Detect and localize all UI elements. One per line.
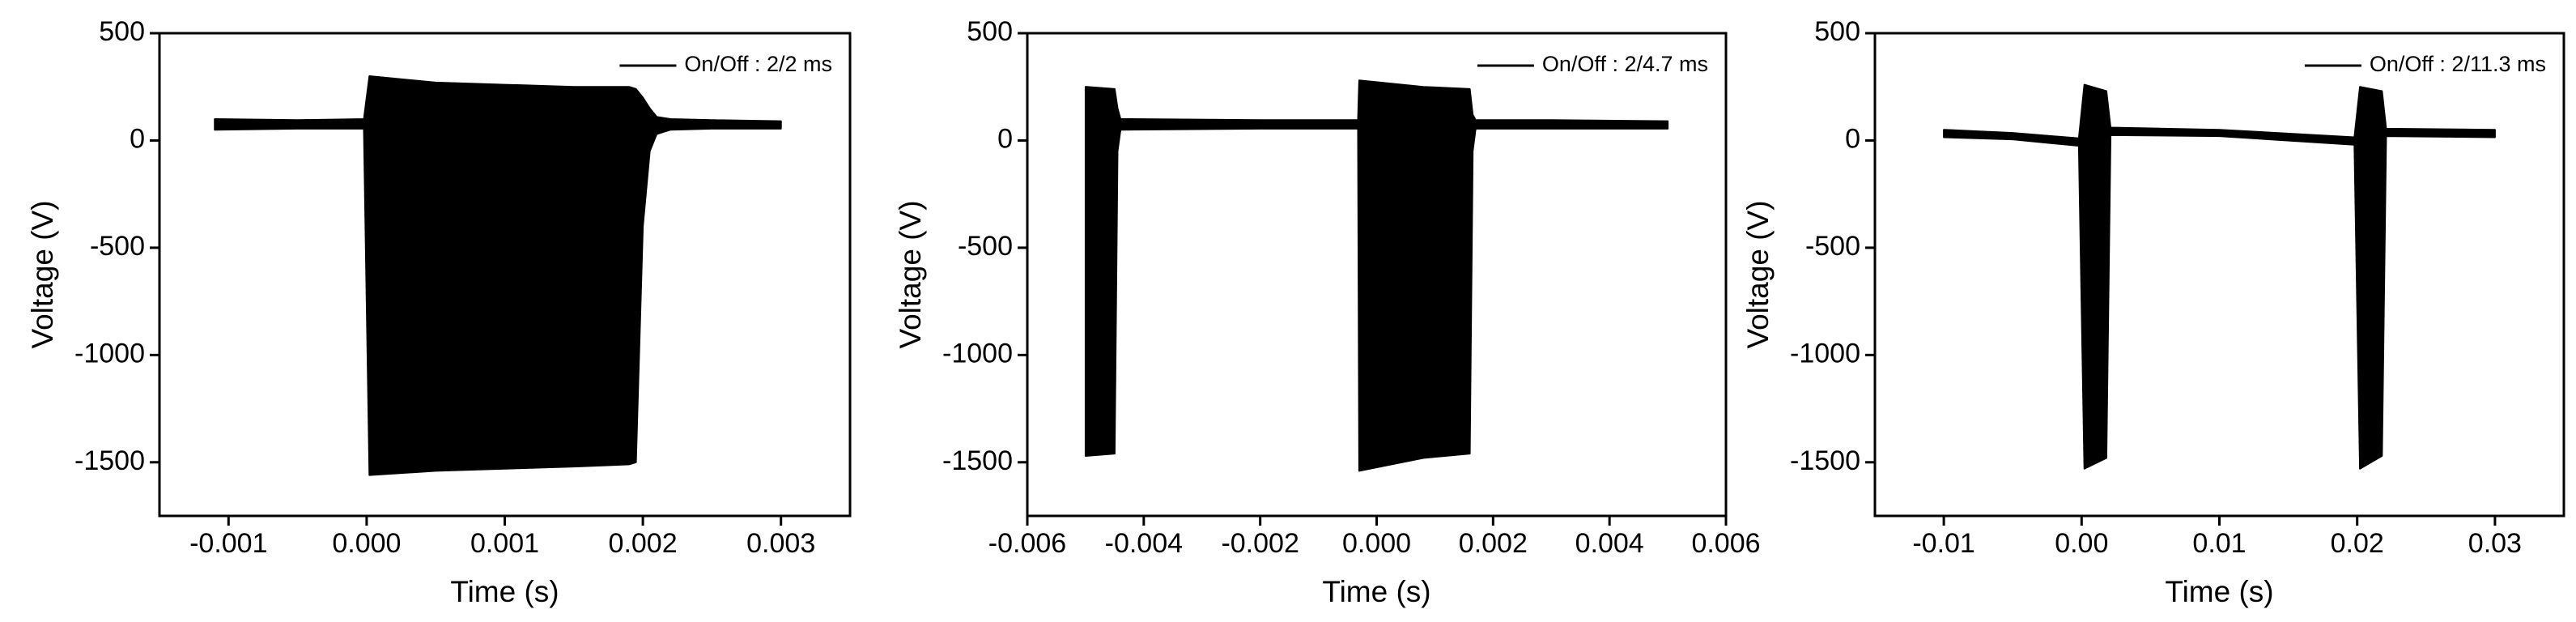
x-tick-label: 0.00 <box>2055 528 2108 559</box>
x-tick-label: 0.004 <box>1575 528 1644 559</box>
signal-envelope <box>1943 83 2496 470</box>
x-axis-title: Time (s) <box>1322 575 1430 608</box>
y-tick-label: 500 <box>99 16 145 47</box>
x-tick-label: 0.003 <box>746 528 815 559</box>
x-tick-label: -0.004 <box>1105 528 1183 559</box>
x-tick-label: 0.03 <box>2468 528 2522 559</box>
y-tick-label: -1500 <box>942 445 1013 476</box>
y-tick-label: 500 <box>967 16 1013 47</box>
legend-label: On/Off : 2/11.3 ms <box>2370 52 2546 76</box>
x-axis-title: Time (s) <box>450 575 559 608</box>
x-tick-label: 0.002 <box>609 528 678 559</box>
x-tick-label: -0.001 <box>189 528 267 559</box>
x-tick-label: 0.006 <box>1691 528 1760 559</box>
y-tick-label: -1000 <box>942 338 1013 369</box>
y-tick-label: -1500 <box>74 445 145 476</box>
x-axis-title: Time (s) <box>2165 575 2273 608</box>
x-tick-label: 0.000 <box>1342 528 1411 559</box>
signal-envelope <box>1084 79 1669 472</box>
x-tick-label: 0.002 <box>1459 528 1528 559</box>
y-tick-label: -500 <box>90 231 145 262</box>
y-tick-label: -1500 <box>1790 445 1860 476</box>
y-tick-label: 0 <box>1845 123 1860 154</box>
x-tick-label: -0.006 <box>988 528 1066 559</box>
legend-label: On/Off : 2/2 ms <box>684 52 832 76</box>
y-tick-label: -1000 <box>74 338 145 369</box>
x-tick-label: -0.01 <box>1912 528 1975 559</box>
y-tick-label: 0 <box>997 123 1013 154</box>
x-tick-label: 0.000 <box>332 528 401 559</box>
y-tick-label: 500 <box>1814 16 1860 47</box>
x-tick-label: 0.01 <box>2192 528 2246 559</box>
y-axis-title: Voltage (V) <box>1741 200 1775 348</box>
y-tick-label: 0 <box>130 123 145 154</box>
plot-frame <box>1873 32 2565 518</box>
y-tick-label: -500 <box>1805 231 1860 262</box>
x-tick-label: 0.02 <box>2331 528 2384 559</box>
y-axis-title: Voltage (V) <box>26 200 59 348</box>
y-tick-label: -500 <box>958 231 1013 262</box>
legend-label: On/Off : 2/4.7 ms <box>1542 52 1708 76</box>
x-tick-label: 0.001 <box>470 528 539 559</box>
y-axis-title: Voltage (V) <box>894 200 927 348</box>
signal-envelope <box>214 75 782 476</box>
x-tick-label: -0.002 <box>1221 528 1299 559</box>
y-tick-label: -1000 <box>1790 338 1860 369</box>
